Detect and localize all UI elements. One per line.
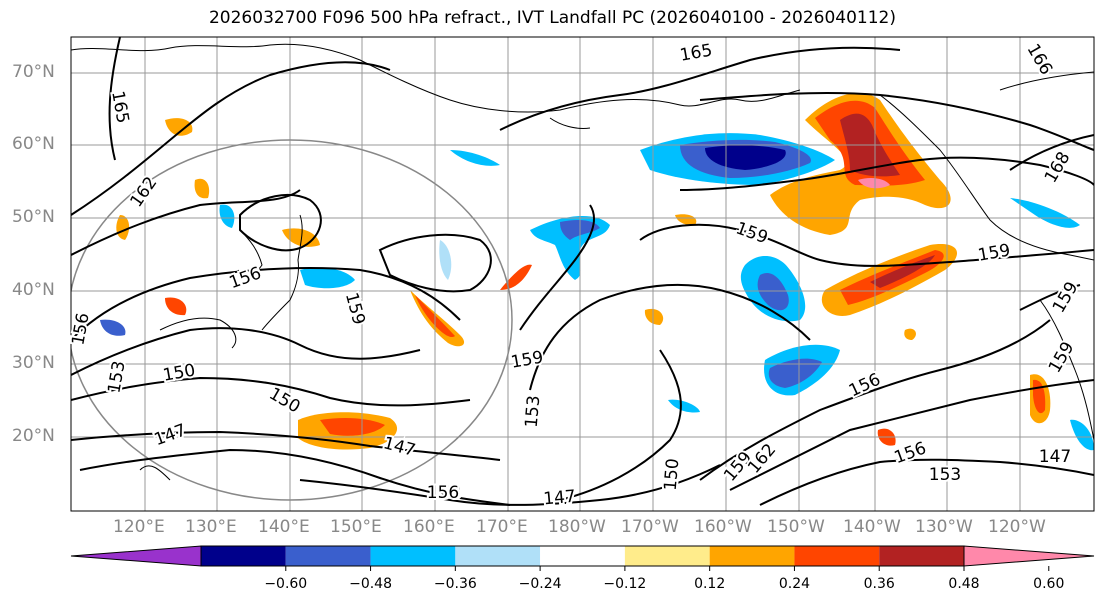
colorbar-segment: [455, 546, 541, 566]
colorbar-tick-label: 0.36: [863, 576, 895, 592]
colorbar-tick-label: 0.24: [778, 576, 811, 592]
lat-label: 40°N: [12, 280, 55, 300]
colorbar-segment: [285, 546, 371, 566]
colorbar-segment: [370, 546, 456, 566]
lon-label: 150°W: [767, 517, 825, 537]
radius-circle: [71, 139, 513, 501]
height-contours: [71, 37, 1094, 506]
lon-label: 130°E: [185, 517, 237, 537]
colorbar: [70, 545, 1095, 571]
lon-label: 140°W: [843, 517, 901, 537]
chart-title: 2026032700 F096 500 hPa refract., IVT La…: [208, 8, 896, 28]
colorbar-tick-label: 0.48: [948, 576, 980, 592]
colorbar-tick-label: −0.60: [264, 576, 308, 592]
lon-label: 130°W: [915, 517, 973, 537]
colorbar-extend-high: [963, 545, 1095, 567]
colorbar-segment: [709, 546, 795, 566]
contour-label: 147: [543, 487, 577, 510]
lon-label: 180°W: [548, 517, 606, 537]
colorbar-segment: [794, 546, 880, 566]
lat-label: 50°N: [12, 207, 55, 227]
colorbar-tick-label: −0.48: [349, 576, 392, 592]
colorbar-tick-label: 0.12: [694, 576, 726, 592]
lon-label: 170°E: [476, 517, 528, 537]
contour-label: 153: [522, 395, 545, 429]
contour-label: 150: [661, 458, 684, 492]
colorbar-tick-label: −0.12: [603, 576, 647, 592]
lon-label: 120°W: [988, 517, 1046, 537]
colorbar-segment: [624, 546, 710, 566]
colorbar-tick-label: −0.36: [433, 576, 477, 592]
lon-label: 160°W: [694, 517, 752, 537]
colorbar-segment: [540, 546, 625, 566]
colorbar-tick-label: −0.24: [518, 576, 562, 592]
colorbar-segment: [201, 546, 286, 566]
coastlines: [71, 43, 1094, 481]
contour-label: 153: [929, 465, 961, 485]
colorbar-tick-label: 0.60: [1033, 576, 1065, 592]
lat-label: 30°N: [12, 353, 55, 373]
lon-label: 120°E: [113, 517, 165, 537]
contour-label: 153: [429, 483, 461, 503]
lon-label: 160°E: [403, 517, 455, 537]
lon-label: 150°E: [330, 517, 382, 537]
lon-label: 140°E: [258, 517, 310, 537]
colorbar-extend-low: [70, 545, 202, 567]
map-frame: [70, 36, 1095, 512]
contour-label: 156: [427, 483, 459, 503]
colorbar-segment: [879, 546, 964, 566]
contour-label: 147: [1039, 447, 1071, 467]
lat-label: 20°N: [12, 426, 55, 446]
lat-label: 60°N: [12, 134, 55, 154]
lat-label: 70°N: [12, 62, 55, 82]
lon-label: 170°W: [621, 517, 679, 537]
colorbar-outline: [200, 545, 965, 567]
